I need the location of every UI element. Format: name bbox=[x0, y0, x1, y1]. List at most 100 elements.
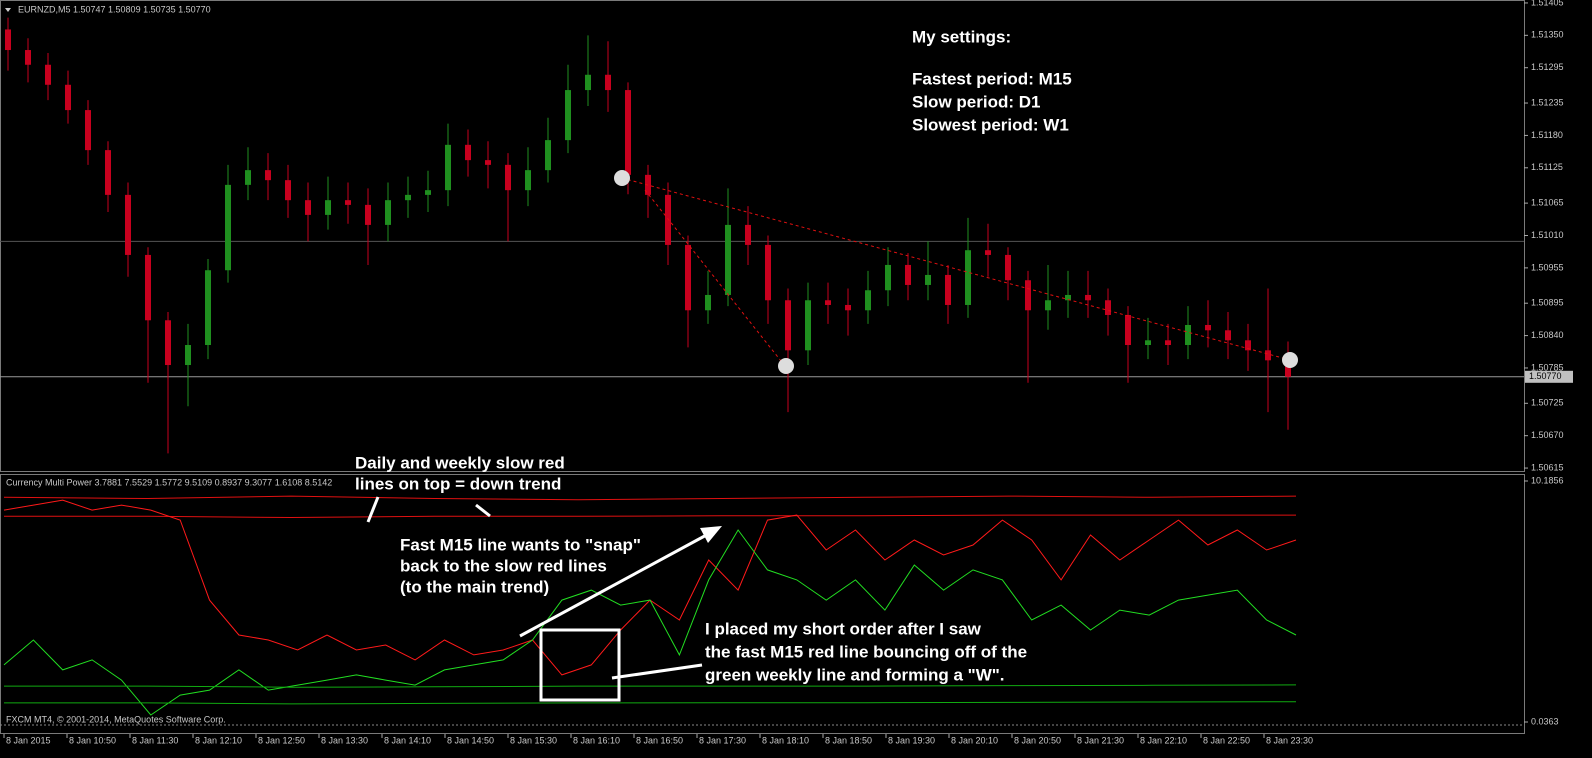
candle-body bbox=[1125, 314, 1131, 346]
y-tick-label: 1.51010 bbox=[1531, 230, 1564, 240]
candle-body bbox=[325, 200, 331, 215]
x-tick-label: 8 Jan 12:50 bbox=[258, 735, 305, 745]
x-tick-label: 8 Jan 12:10 bbox=[195, 735, 242, 745]
x-tick-label: 8 Jan 19:30 bbox=[888, 735, 935, 745]
pointer bbox=[475, 503, 491, 518]
x-tick-label: 8 Jan 18:10 bbox=[762, 735, 809, 745]
chart-title: EURNZD,M5 1.50747 1.50809 1.50735 1.5077… bbox=[18, 4, 211, 14]
x-tick-label: 8 Jan 13:30 bbox=[321, 735, 368, 745]
y-tick-label: 1.50615 bbox=[1531, 462, 1564, 472]
arrow-head bbox=[700, 526, 722, 543]
x-tick-label: 8 Jan 21:30 bbox=[1077, 735, 1124, 745]
candle-body bbox=[405, 194, 411, 201]
indicator-chart: Currency Multi Power 3.7881 7.5529 1.577… bbox=[3, 453, 1564, 726]
candle-body bbox=[1045, 300, 1051, 311]
x-tick-label: 8 Jan 11:30 bbox=[132, 735, 178, 745]
menu-arrow bbox=[5, 8, 11, 12]
indicator-line bbox=[3, 495, 1297, 501]
x-tick-label: 8 Jan 17:30 bbox=[699, 735, 746, 745]
trendline bbox=[644, 189, 786, 367]
candle-body bbox=[1065, 294, 1071, 301]
indicator-pane bbox=[0, 474, 1525, 734]
indicator-line bbox=[4, 684, 1297, 688]
candle-body bbox=[245, 170, 251, 185]
candle-body bbox=[725, 224, 731, 295]
x-tick-label: 8 Jan 16:10 bbox=[573, 735, 620, 745]
candle-body bbox=[1005, 254, 1011, 281]
y-tick-label: 1.51405 bbox=[1531, 0, 1564, 7]
annotation: My settings: bbox=[912, 27, 1011, 46]
candle-body bbox=[485, 160, 491, 165]
x-tick-label: 8 Jan 20:50 bbox=[1014, 735, 1061, 745]
annotation: green weekly line and forming a "W". bbox=[705, 665, 1005, 684]
trendline bbox=[621, 177, 1291, 361]
y-tick-label: 1.51180 bbox=[1531, 130, 1563, 140]
candle-body bbox=[585, 74, 591, 91]
annotation: (to the main trend) bbox=[400, 577, 549, 596]
candle-body bbox=[1085, 294, 1091, 301]
candle-body bbox=[565, 90, 571, 141]
y-tick-label: 1.50840 bbox=[1531, 330, 1564, 340]
candle-body bbox=[1145, 340, 1151, 346]
candle-body bbox=[1185, 324, 1191, 346]
candle-body bbox=[745, 224, 751, 245]
candle-body bbox=[865, 290, 871, 311]
footer: FXCM MT4, © 2001-2014, MetaQuotes Softwa… bbox=[6, 714, 226, 724]
trade-marker bbox=[778, 358, 794, 374]
y-tick-label: 0.0363 bbox=[1531, 716, 1559, 726]
highlight-box bbox=[539, 628, 621, 702]
candle-body bbox=[1225, 330, 1231, 341]
annotation: Slowest period: W1 bbox=[912, 115, 1069, 134]
candle-body bbox=[965, 250, 971, 305]
x-tick-label: 8 Jan 15:30 bbox=[510, 735, 557, 745]
candle-body bbox=[665, 194, 671, 245]
annotation: the fast M15 red line bouncing off of th… bbox=[705, 642, 1027, 661]
drawings bbox=[366, 170, 1298, 702]
candle-body bbox=[625, 90, 631, 175]
candle-body bbox=[185, 345, 191, 366]
y-tick-label: 1.51235 bbox=[1531, 97, 1564, 107]
x-tick-label: 8 Jan 20:10 bbox=[951, 735, 998, 745]
candle-body bbox=[385, 200, 391, 225]
candle-body bbox=[605, 74, 611, 91]
candle-body bbox=[685, 244, 691, 311]
candle-body bbox=[765, 244, 771, 301]
arrow bbox=[519, 530, 713, 638]
y-tick-label: 1.51295 bbox=[1531, 62, 1564, 72]
candle-body bbox=[5, 29, 11, 51]
y-tick-label: 1.51065 bbox=[1531, 197, 1564, 207]
annotation: Slow period: D1 bbox=[912, 92, 1040, 111]
candle-body bbox=[1105, 300, 1111, 315]
y-tick-label: 10.1856 bbox=[1531, 475, 1564, 485]
annotation: Daily and weekly slow red bbox=[355, 453, 565, 472]
candle-body bbox=[145, 254, 151, 321]
candle-body bbox=[65, 84, 71, 111]
candle-body bbox=[1025, 280, 1031, 311]
pointer bbox=[366, 496, 380, 523]
price-tag bbox=[1525, 370, 1573, 383]
annotation: I placed my short order after I saw bbox=[705, 619, 982, 638]
candle-body bbox=[125, 194, 131, 255]
annotation: back to the slow red lines bbox=[400, 556, 607, 575]
candle-body bbox=[225, 184, 231, 271]
x-tick-label: 8 Jan 22:50 bbox=[1203, 735, 1250, 745]
y-tick-label: 1.50725 bbox=[1531, 398, 1564, 408]
candle-body bbox=[1245, 340, 1251, 351]
candle-body bbox=[985, 250, 991, 255]
candle-body bbox=[105, 150, 111, 195]
candle-body bbox=[205, 270, 211, 346]
candle-body bbox=[805, 300, 811, 351]
price-chart: EURNZD,M5 1.50747 1.50809 1.50735 1.5077… bbox=[0, 0, 1573, 745]
candle-body bbox=[785, 300, 791, 351]
x-tick-label: 8 Jan 22:10 bbox=[1140, 735, 1187, 745]
x-tick-label: 8 Jan 14:50 bbox=[447, 735, 494, 745]
candle-body bbox=[525, 170, 531, 191]
y-tick-label: 1.50785 bbox=[1531, 362, 1564, 372]
annotation: lines on top = down trend bbox=[355, 474, 561, 493]
candle-body bbox=[345, 200, 351, 205]
indicator-line bbox=[4, 514, 1296, 519]
candle-body bbox=[165, 320, 171, 366]
x-tick-label: 8 Jan 14:10 bbox=[384, 735, 431, 745]
x-tick-label: 8 Jan 18:50 bbox=[825, 735, 872, 745]
